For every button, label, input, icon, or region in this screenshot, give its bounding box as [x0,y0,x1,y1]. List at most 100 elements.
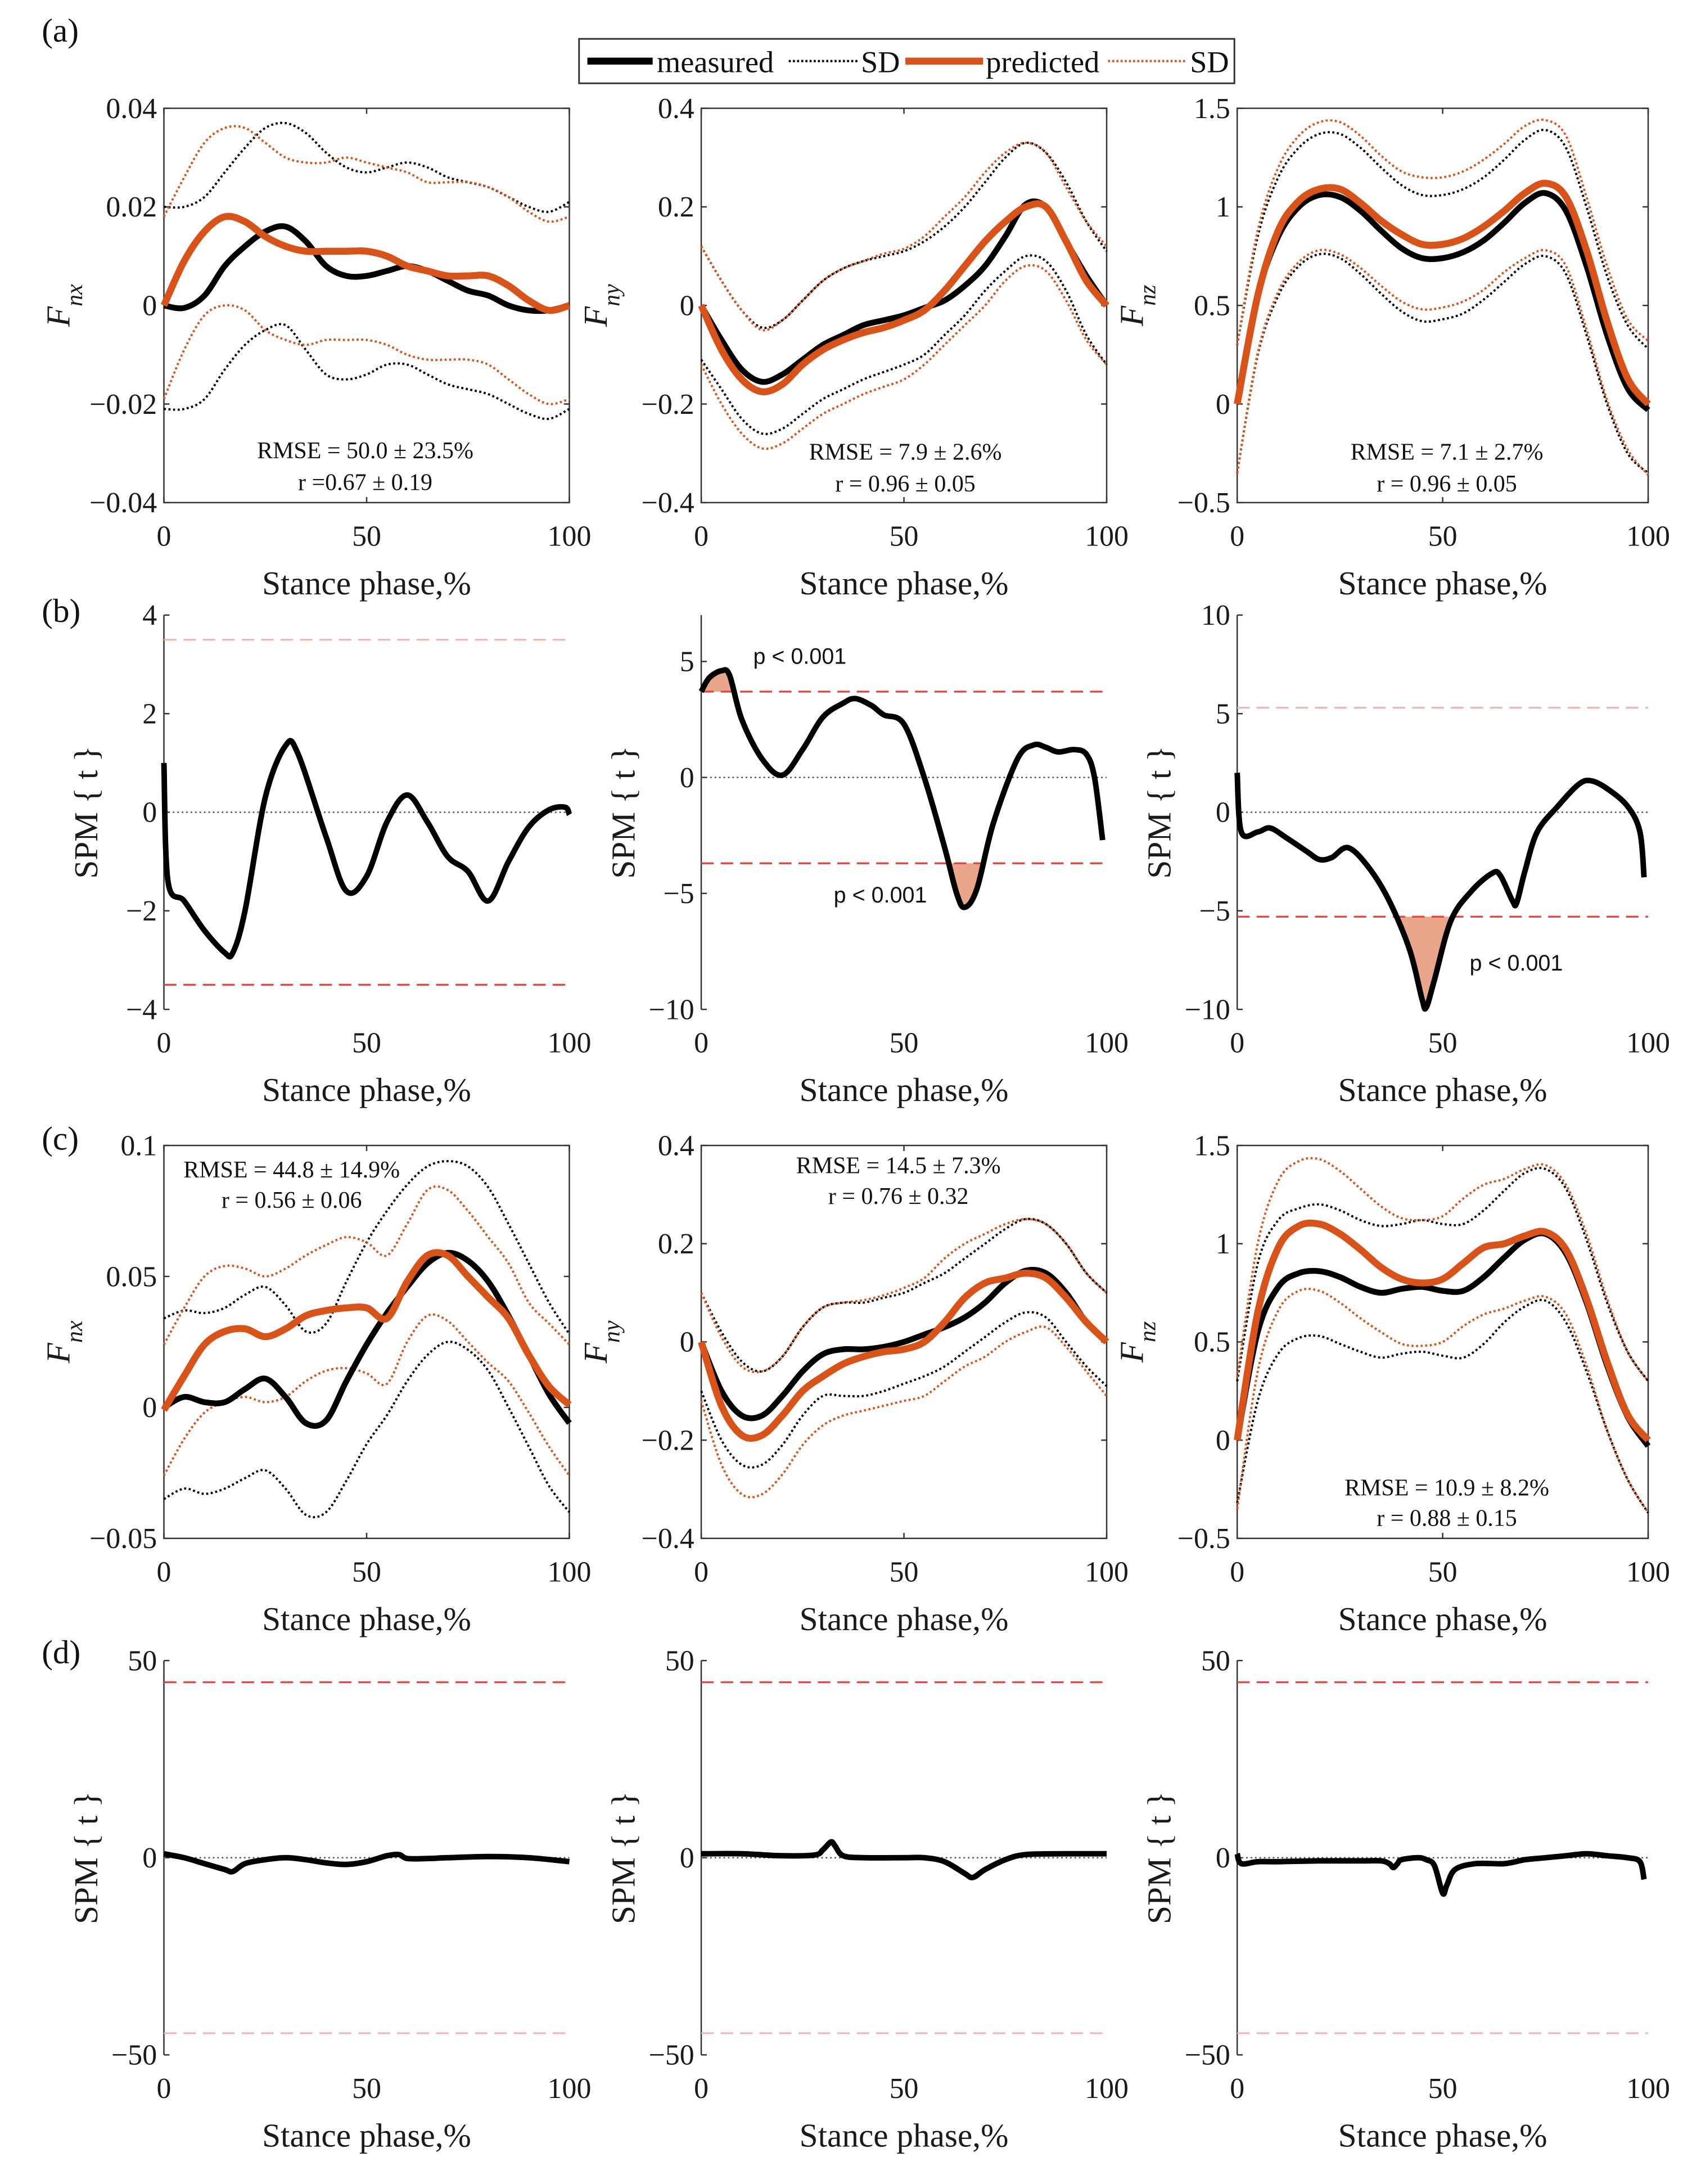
y-tick-label: 0 [142,797,157,829]
y-tick-label: −2 [126,895,157,927]
x-tick-label: 0 [694,520,709,552]
y-axis-label-main: F [40,306,77,327]
y-tick-label: −0.5 [1177,1523,1230,1555]
y-axis-label-subscript: nz [1135,285,1161,305]
panel-7: −0.4 −0.2 0 0.2 0.4 0 50 100 Stance phase,% Fny RM… [577,1130,1129,1637]
measured-line [698,1266,1109,1422]
y-axis-label: SPM { t } [1141,746,1178,878]
rmse-annotation: RMSE = 7.1 ± 2.7% [1351,439,1544,465]
significant-cluster [1396,917,1453,1008]
y-tick-label: 0.4 [658,93,694,125]
x-tick-label: 100 [548,520,592,552]
y-tick-label: 0 [680,1326,694,1359]
y-tick-label: 5 [680,646,694,678]
x-tick-label: 100 [1085,520,1129,552]
y-tick-label: 0 [142,1842,157,1874]
y-tick-label: −50 [649,2039,694,2072]
legend-label-sd-predicted: SD [1190,45,1229,79]
sd-predicted-line [163,1185,570,1346]
y-tick-label: 0 [142,1392,157,1424]
predicted-line [1234,1219,1651,1443]
x-tick-label: 0 [694,1556,709,1588]
x-axis-label: Stance phase,% [800,565,1009,602]
row-label-d: (d) [42,1634,80,1671]
spm-t-curve [1234,772,1647,1012]
y-tick-label: 0 [680,762,694,794]
y-tick-label: 50 [665,1645,694,1677]
measured-line [698,198,1109,385]
x-tick-label: 100 [548,1556,592,1588]
y-tick-label: 0.4 [658,1130,694,1162]
y-tick-label: 0.1 [120,1130,157,1162]
y-axis-label-main: F [1113,1342,1150,1363]
x-axis-label: Stance phase,% [800,1071,1009,1108]
rmse-annotation: RMSE = 7.9 ± 2.6% [809,439,1002,465]
sd-measured-line [1236,1298,1649,1514]
y-tick-label: −5 [1199,895,1230,927]
measured-line [163,223,570,314]
predicted-line [160,213,571,314]
x-axis-label: Stance phase,% [1338,2117,1547,2154]
legend: measured SD predicted SD [578,38,1235,84]
y-tick-label: 1.5 [1194,93,1230,125]
sd-predicted-line [163,1313,571,1477]
y-axis-label: Fnx [40,284,88,327]
sd-predicted-line [700,1325,1108,1499]
x-tick-label: 100 [1085,1027,1129,1059]
sd-measured-line [1236,128,1649,350]
y-tick-label: −0.4 [642,487,694,519]
y-tick-label: −10 [1185,994,1230,1026]
x-tick-label: 0 [1230,1556,1244,1588]
rmse-annotation: RMSE = 10.9 ± 8.2% [1344,1475,1549,1501]
x-tick-label: 100 [1626,1027,1670,1059]
y-axis-label-subscript: nx [62,284,88,306]
y-axis-label: Fnz [1113,1321,1161,1364]
x-tick-label: 100 [1626,2073,1670,2105]
y-tick-label: −0.2 [642,1424,694,1456]
y-tick-label: 5 [1216,698,1230,730]
y-tick-label: 0 [680,1842,694,1874]
x-tick-label: 50 [1428,2073,1458,2105]
y-tick-label: −0.04 [89,487,157,519]
y-axis-label-subscript: nz [1135,1321,1161,1342]
y-tick-label: −0.4 [642,1523,694,1555]
x-axis-label: Stance phase,% [1338,1600,1547,1637]
y-axis-label: SPM { t } [605,746,642,878]
y-tick-label: 4 [142,599,157,631]
x-axis-label: Stance phase,% [1338,1071,1547,1108]
x-axis-label: Stance phase,% [262,565,471,602]
y-tick-label: −0.2 [642,389,694,421]
y-tick-label: 1 [1216,191,1230,223]
x-tick-label: 50 [352,520,381,552]
y-axis-label: Fny [577,284,625,327]
legend-label-measured: measured [657,45,774,79]
rmse-annotation: RMSE = 14.5 ± 7.3% [796,1153,1001,1179]
y-axis-label-subscript: ny [599,284,625,306]
x-tick-label: 0 [157,1556,172,1588]
panel-0: −0.04 −0.02 0 0.02 0.04 0 50 100 Stance phase,% F… [40,93,592,602]
y-tick-label: 0.2 [658,1228,694,1260]
y-tick-label: 0.02 [106,191,157,223]
x-tick-label: 50 [352,1027,381,1059]
row-label-a: (a) [42,12,79,49]
row-label-b: (b) [42,592,80,629]
y-tick-label: 0 [1216,1842,1230,1874]
y-tick-label: −5 [664,878,694,910]
x-tick-label: 0 [157,520,172,552]
y-tick-label: 1 [1216,1228,1230,1260]
sd-predicted-line [1236,1157,1649,1382]
x-tick-label: 50 [352,2073,381,2105]
correlation-annotation: r = 0.76 ± 0.32 [828,1184,969,1210]
y-axis-label-main: F [577,306,614,327]
x-tick-label: 50 [1428,1027,1458,1059]
spm-t-curve [698,667,1106,910]
sd-measured-line [700,141,1108,330]
y-tick-label: −50 [1185,2039,1230,2072]
predicted-line [698,200,1109,395]
measured-line [162,1249,572,1429]
